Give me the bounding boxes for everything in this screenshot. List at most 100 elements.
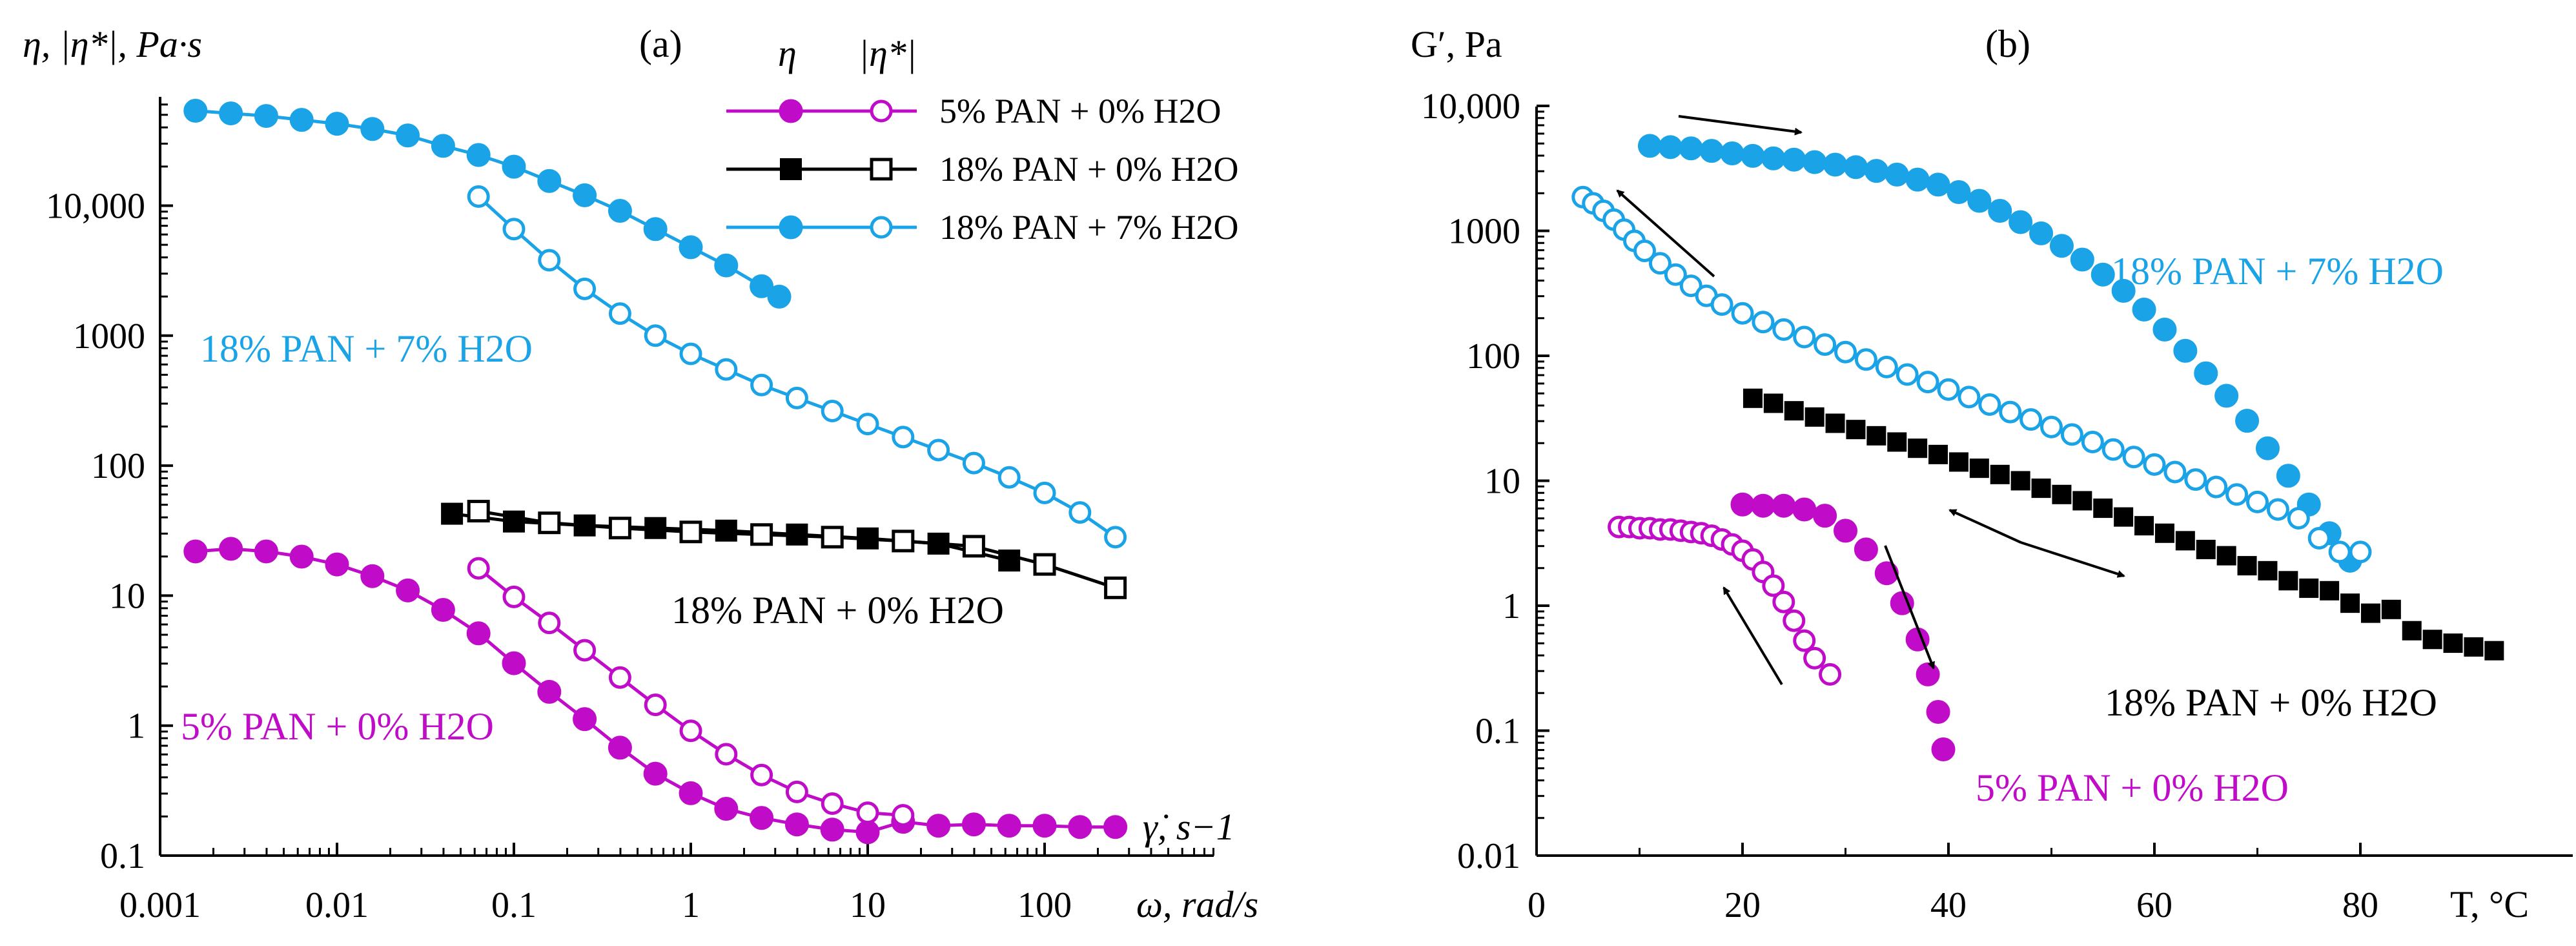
data-point <box>1814 333 1837 356</box>
data-point <box>2402 621 2422 641</box>
data-point <box>1905 167 1930 192</box>
data-point <box>1834 340 1857 364</box>
panel-a-y-axis-title: η, |η*|, Pa·s <box>23 23 202 65</box>
data-point <box>870 99 893 123</box>
data-point <box>767 284 792 309</box>
data-point <box>1637 134 1662 158</box>
data-point <box>573 277 597 300</box>
data-point <box>2173 338 2198 363</box>
data-point <box>2422 630 2442 650</box>
a-x-tick-label: 100 <box>1017 885 1072 925</box>
data-point <box>1926 172 1950 197</box>
data-point <box>2246 490 2269 513</box>
panel-b-label: (b) <box>1985 23 2030 65</box>
data-point <box>2009 210 2033 234</box>
data-point <box>1720 141 1744 166</box>
data-point <box>183 539 208 564</box>
data-point <box>1803 646 1826 670</box>
series-line <box>477 195 1117 539</box>
data-point <box>1813 504 1837 528</box>
data-point <box>1908 438 1928 458</box>
data-point <box>644 693 667 716</box>
data-point <box>892 804 915 827</box>
data-point <box>715 519 737 542</box>
legend-entry-3: 18% PAN + 7% H2O <box>939 208 1238 247</box>
panel-a-label: (a) <box>639 23 682 65</box>
data-point <box>643 217 668 242</box>
data-point <box>679 520 702 544</box>
data-point <box>1679 274 1702 298</box>
panel-a-ticks: 0.001 0.01 0.1 1 10 100 0.1 1 10 100 1000 10,000 <box>46 103 1214 925</box>
data-point <box>1763 393 1783 413</box>
data-point <box>2093 499 2113 519</box>
b-x-tick-label: 80 <box>2342 885 2378 925</box>
data-point <box>502 154 526 179</box>
data-point <box>573 707 597 732</box>
data-point <box>2143 453 2166 476</box>
data-point <box>1896 363 1919 386</box>
data-point <box>2205 475 2228 499</box>
data-point <box>537 169 562 193</box>
data-point <box>1885 162 1909 187</box>
data-point <box>2060 423 2083 446</box>
data-point <box>396 123 420 148</box>
data-point <box>784 812 809 837</box>
data-point <box>855 820 880 845</box>
data-point <box>1664 263 1687 286</box>
data-point <box>2484 641 2504 661</box>
data-point <box>573 639 597 662</box>
b-y-tick-label: 10 <box>1484 462 1520 502</box>
b-x-tick-label: 40 <box>1930 885 1967 925</box>
a-y-tick-label: 1000 <box>73 316 145 356</box>
data-point <box>2278 571 2298 591</box>
data-point <box>1792 497 1817 522</box>
panel-b: (b) G′, Pa 0 20 40 60 80 0.01 0.1 1 10 100 1000 10,… <box>1411 23 2573 925</box>
panel-a-annotation-magenta: 5% PAN + 0% H2O <box>181 705 494 748</box>
data-point <box>1874 561 1899 586</box>
data-point <box>1890 591 1914 615</box>
panel-b-annotation-black: 18% PAN + 0% H2O <box>2105 681 2437 724</box>
data-point <box>644 324 667 347</box>
arrow-cyan-heating <box>1678 115 1803 136</box>
data-point <box>821 792 844 815</box>
data-point <box>820 817 844 842</box>
data-point <box>1730 492 1755 517</box>
data-point <box>325 552 349 577</box>
panel-b-x-axis-title: T, °C <box>2450 883 2529 925</box>
a-y-tick-label: 100 <box>91 446 145 486</box>
data-point <box>715 743 738 766</box>
data-point <box>503 510 525 533</box>
data-point <box>573 183 597 207</box>
data-point <box>750 763 773 787</box>
data-point <box>608 735 632 760</box>
panel-a-x2-axis-title: γ̇, s−1 <box>1143 806 1235 848</box>
data-point <box>360 117 385 141</box>
data-point <box>961 812 986 837</box>
data-point <box>608 517 631 540</box>
data-point <box>2360 603 2380 623</box>
data-point <box>1803 150 1827 174</box>
legend-entry-1: 5% PAN + 0% H2O <box>939 92 1221 130</box>
panel-b-axes <box>1535 107 2573 857</box>
series-line <box>478 509 1116 590</box>
data-point <box>750 523 773 546</box>
data-point <box>2040 415 2063 438</box>
data-point <box>1033 553 1056 576</box>
b-x-tick-label: 20 <box>1724 885 1761 925</box>
data-point <box>714 797 739 821</box>
data-point <box>219 101 243 126</box>
data-point <box>183 99 208 123</box>
panel-b-annotation-magenta: 5% PAN + 0% H2O <box>1976 766 2289 809</box>
data-point <box>1784 401 1804 421</box>
data-point <box>1854 537 1878 562</box>
panel-b-annotation-cyan: 18% PAN + 7% H2O <box>2111 250 2444 293</box>
data-point <box>1967 189 1992 213</box>
data-point <box>1772 493 1796 518</box>
legend-entry-2: 18% PAN + 0% H2O <box>939 150 1238 189</box>
data-point <box>870 158 893 181</box>
data-point <box>2258 560 2278 581</box>
data-point <box>608 199 632 223</box>
data-point <box>2049 234 2074 258</box>
data-point <box>1928 444 1948 464</box>
panel-a-series <box>183 99 1128 845</box>
